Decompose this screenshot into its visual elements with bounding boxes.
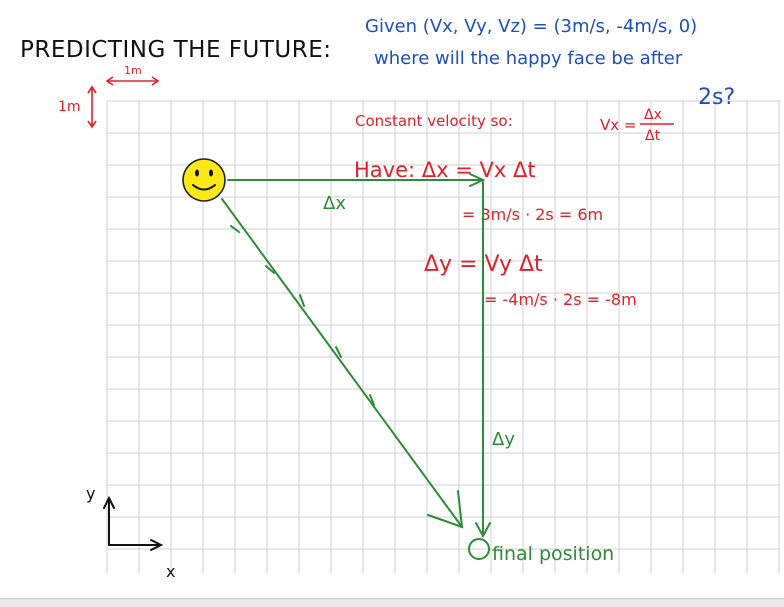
window-bottom-edge xyxy=(0,598,784,607)
vx-formula-left: Vx = xyxy=(600,116,636,134)
vx-formula-denominator: Δt xyxy=(645,128,661,144)
question-line-2: where will the happy face be after xyxy=(374,48,683,69)
question-line-3: 2s? xyxy=(698,85,735,110)
vertical-scale-label: 1m xyxy=(58,99,81,115)
x-axis-label: x xyxy=(166,562,175,581)
horizontal-scale-marker xyxy=(105,76,160,86)
vx-formula-numerator: Δx xyxy=(644,107,662,123)
final-position-marker xyxy=(468,538,490,560)
have-dx-equation: Have: Δx = Vx Δt xyxy=(354,158,536,182)
question-line-1: Given (Vx, Vy, Vz) = (3m/s, -4m/s, 0) xyxy=(365,16,697,37)
final-position-label: final position xyxy=(492,543,614,565)
dx-calculation: = 3m/s · 2s = 6m xyxy=(462,205,603,224)
happy-face-icon xyxy=(182,158,226,202)
y-axis-label: y xyxy=(86,484,95,503)
vertical-scale-marker xyxy=(87,85,97,129)
axes-indicator xyxy=(103,495,164,551)
displacement-vector xyxy=(221,198,464,529)
dy-calculation: = -4m/s · 2s = -8m xyxy=(484,290,637,309)
delta-x-label: Δx xyxy=(323,193,346,214)
delta-y-vector xyxy=(475,181,491,539)
delta-y-label: Δy xyxy=(492,429,515,450)
page-title: PREDICTING THE FUTURE: xyxy=(20,37,332,63)
delta-x-vector xyxy=(227,173,486,187)
horizontal-scale-label: 1m xyxy=(124,64,142,77)
constant-velocity-text: Constant velocity so: xyxy=(355,112,513,130)
